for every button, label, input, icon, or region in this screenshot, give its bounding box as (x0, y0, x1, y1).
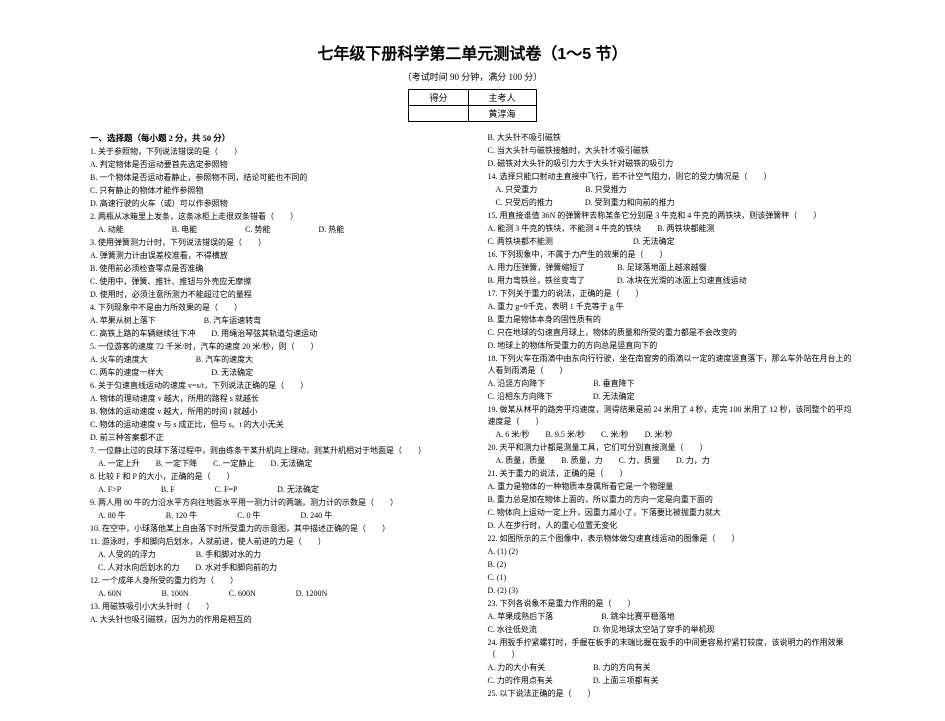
question-line: 10. 在空中，小球落他某上自由落下时所受重力的示意图，其中描述正确的是（ ） (90, 523, 458, 535)
question-line: B. 物体的运动速度 v 越大，所用的时间 t 就越小 (90, 406, 458, 418)
question-line: C. 两车的速度一样大 D. 无法确定 (90, 367, 458, 379)
question-line: C. 只在地球的匀速直月球上，物体的质量和所受的重力都是不会改变的 (488, 327, 856, 339)
question-line: C. 只有静止的物体才能作参照物 (90, 185, 458, 197)
question-line: 22. 如图所示的三个图像中，表示物体做匀速直线运动的图像是（ ） (488, 533, 856, 545)
question-line: C. 使用中，弹簧、推针、推钮与外壳应无摩擦 (90, 276, 458, 288)
question-line: A. 人受的的浮力 B. 手和脚对水的力 (90, 549, 458, 561)
question-line: 13. 用磁铁吸引小大头针时（ ） (90, 601, 458, 613)
question-line: 24. 用扳手拧紧螺钉时，手握在板手的末端比握在扳手的中间更容易拧紧钉较度，该说… (488, 637, 856, 661)
question-line: A. 大头针也吸引磁铁，因为力的作用是相互的 (90, 614, 458, 626)
score-cell (409, 106, 468, 122)
question-line: C. 两铁块都不能测 D. 无法确定 (488, 236, 856, 248)
question-line: B. 重力总是加在物体上面的，所以重力的方向一定是向重下面的 (488, 494, 856, 506)
question-line: 1. 关于参照物，下列说法错误的是（ ） (90, 146, 458, 158)
question-line: A. 物体的理动速度 v 越大，所用的路程 s 就越长 (90, 393, 458, 405)
question-line: 17. 下列关于重力的说法，正确的是（ ） (488, 288, 856, 300)
question-line: 23. 下列各说象不是重力作用的是（ ） (488, 598, 856, 610)
question-line: 9. 两人用 80 牛的力沿水平方向往地面水平用一测力计的两端，测力计的示数是（… (90, 497, 458, 509)
question-line: 11. 游泳时，手和脚向后划水，人就前进，使人前进的力是（ ） (90, 536, 458, 548)
question-line: C. 力的作用点有关 D. 上面三项都有关 (488, 675, 856, 687)
exam-info: （考试时间 90 分钟，满分 100 分） (90, 70, 855, 83)
question-line: 4. 下列现象中不是由力所效果的是（ ） (90, 302, 458, 314)
question-line: A. 力的大小有关 B. 力的方向有关 (488, 662, 856, 674)
question-line: 12. 一个成年人身所受的重力约为（ ） (90, 575, 458, 587)
question-line: A. 一定上升 B. 一定下降 C. 一定静止 D. 无法确定 (90, 458, 458, 470)
question-line: A. 重力是物体的一种物质本身属所看它是一个物理量 (488, 481, 856, 493)
question-line: 7. 一位静止过的良球下落过程中，则由练条干某升机向上理动，则某升机相对于地面是… (90, 445, 458, 457)
question-line: 20. 天平和测力计都是测量工具，它们可分别直接测量（ ） (488, 442, 856, 454)
score-table: 得分 主考人 黄淳海 (408, 89, 536, 122)
question-line: C. 高铁上路的车辆继续往下冲 D. 用绳治琴弦其轨道匀速运动 (90, 328, 458, 340)
question-line: A. (1) (2) (488, 546, 856, 558)
question-line: A. 质量，质量 B. 质量，力 C. 力，质量 D. 力，力 (488, 455, 856, 467)
question-line: A. 能测 3 牛克的铁块，不能测 4 牛克的铁块 B. 两铁块都能测 (488, 223, 856, 235)
question-line: 3. 使用弹簧测力计时，下列说法错误的是（ ） (90, 237, 458, 249)
question-line: D. 使用时，必须注意所测力不能超过它的量程 (90, 289, 458, 301)
section-1-heading: 一、选择题（每小题 2 分，共 50 分） (90, 132, 458, 145)
question-line: 8. 比较 F 和 P 的大小，正确的是（ ） (90, 471, 458, 483)
question-line: C. 沿相东方向降下 D. 无法确定 (488, 391, 856, 403)
question-line: 5. 一位游客的速度 72 千米/时，汽车的速度 20 米/秒，则（ ） (90, 341, 458, 353)
question-line: B. 用力弯铁丝，铁丝变弯了 D. 冰块在光滑的冰面上匀速直线运动 (488, 275, 856, 287)
question-line: C. 物体的运动速度 v 与 s 成正比，但与 s、t 的大小无关 (90, 419, 458, 431)
question-line: 15. 用直接谁值 36N 的弹簧秤去称某条它分别是 3 牛克和 4 牛克的两铁… (488, 210, 856, 222)
question-line: C. 只受后的推力 D. 受到重力和向前的推力 (488, 197, 856, 209)
question-line: A. 重力 g=9千克，表明 1 千克等于 g 牛 (488, 301, 856, 313)
question-line: A. 判定物体是否运动要首先选定参照物 (90, 159, 458, 171)
question-line: 2. 两瓶从冰箱里上发条，这条冰柜上走很双条错看（ ） (90, 211, 458, 223)
question-line: 6. 关于匀速直线运动的速度 v=s/t，下列说法正确的是（ ） (90, 380, 458, 392)
question-line: 14. 选择只能口射动主直接中飞行，若不计空气阻力，则它的受力情况是（ ） (488, 171, 856, 183)
question-line: A. 沿竖方向降下 B. 垂直降下 (488, 378, 856, 390)
question-line: B. 重力是物体本身的固性质有的 (488, 314, 856, 326)
question-line: C. 人对水向后划水的力 D. 水对手和脚向前的力 (90, 562, 458, 574)
question-line: C. 水往低处流 D. 你见地球太空站了穿手的举机现 (488, 624, 856, 636)
question-line: A. 60N B. 100N C. 600N D. 1200N (90, 588, 458, 600)
question-line: A. 火车的速度大 B. 汽车的速度大 (90, 354, 458, 366)
question-line: A. 动能 B. 电能 C. 势能 D. 热能 (90, 224, 458, 236)
question-line: B. 一个物体是否运动看静止，参照物不同，结论可能也不同的 (90, 172, 458, 184)
question-line: A. 苹果成熟后下落 B. 跳伞比赛平稳落地 (488, 611, 856, 623)
question-line: D. 前三种答案都不正 (90, 432, 458, 444)
question-line: A. 80 牛 B. 120 牛 C. 0 牛 D. 240 牛 (90, 510, 458, 522)
question-line: C. (1) (488, 572, 856, 584)
question-line: 21. 关于重力的说法，正确的是（ ） (488, 468, 856, 480)
question-line: B. (2) (488, 559, 856, 571)
question-line: A. 6 米/秒 B. 9.5 米/秒 C. 米/秒 D. 米/秒 (488, 429, 856, 441)
left-column: 一、选择题（每小题 2 分，共 50 分） 1. 关于参照物，下列说法错误的是（… (90, 132, 458, 701)
score-label: 得分 (409, 90, 468, 106)
question-line: 18. 下列火车在雨滴中由东向行行驶，坐在南窗旁的雨滴以一定的速度竖直落下，那么… (488, 353, 856, 377)
question-line: C. 当大头针与磁铁接触时，大头针才吸引磁铁 (488, 145, 856, 157)
page-title: 七年级下册科学第二单元测试卷（1～5 节） (90, 40, 855, 64)
question-line: A. 用力压弹簧，弹簧缩短了 B. 足球落地面上越滚越慢 (488, 262, 856, 274)
question-line: D. 磁铁对大头针的吸引力大于大头针对磁铁的吸引力 (488, 158, 856, 170)
question-line: A. 只受重力 B. 只受推力 (488, 184, 856, 196)
question-line: C. 物体向上运动一定上升，因重力减小了，下落要比被抛重力就大 (488, 507, 856, 519)
examiner-label: 主考人 (468, 90, 536, 106)
question-line: 19. 做某从林平的路旁平均速度，测得结果是前 24 米用了 4 秒，走完 10… (488, 404, 856, 428)
question-line: D. 高速行驶的火车（或）可以作参照物 (90, 198, 458, 210)
question-line: A. 苹果从树上落下 B. 汽车运速转弯 (90, 315, 458, 327)
question-line: 25. 以下说法正确的是（ ） (488, 688, 856, 700)
question-line: D. 人在步行时，人的重心位置无变化 (488, 520, 856, 532)
question-line: B. 使用前必须检查零点是否准确 (90, 263, 458, 275)
question-line: A. F>P B. F C. F=P D. 无法确定 (90, 484, 458, 496)
question-line: D. (2) (3) (488, 585, 856, 597)
examiner-name: 黄淳海 (468, 106, 536, 122)
question-line: D. 地球上的物体所受重力的方向总是竖直向下的 (488, 340, 856, 352)
question-line: A. 弹簧测力计由误差校准看，不得横放 (90, 250, 458, 262)
right-column: B. 大头针不吸引磁铁 C. 当大头针与磁铁接触时，大头针才吸引磁铁 D. 磁铁… (488, 132, 856, 701)
question-line: B. 大头针不吸引磁铁 (488, 132, 856, 144)
question-line: 16. 下列现象中，不属于力产生的效果的是（ ） (488, 249, 856, 261)
